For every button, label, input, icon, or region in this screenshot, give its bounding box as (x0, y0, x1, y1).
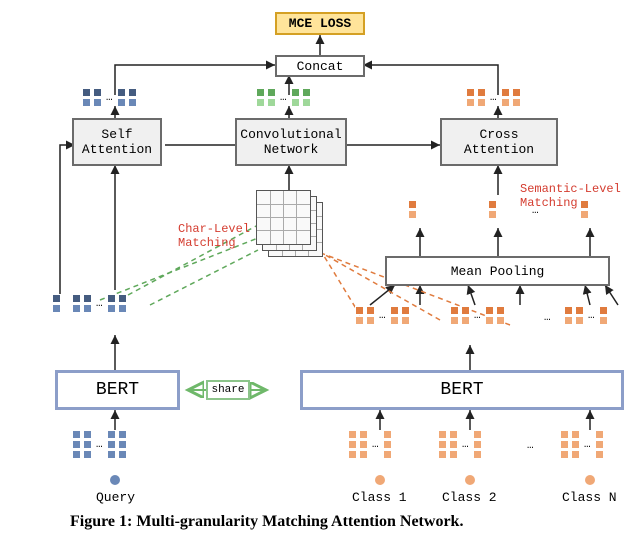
semantic-token-1 (408, 200, 417, 219)
conv-output-tokens: … (256, 88, 311, 107)
bert-right-box: BERT (300, 370, 624, 410)
class1-label: Class 1 (352, 490, 407, 505)
semantic-token-2 (488, 200, 497, 219)
cross-attention-box: Cross Attention (440, 118, 558, 166)
bert-right-group-2: … (450, 306, 505, 325)
share-box: share (206, 380, 250, 400)
bert-right-group-dots: … (542, 312, 553, 324)
bert-right-input-1: … (348, 430, 392, 459)
semantic-level-annot: Semantic-Level Matching (520, 182, 621, 211)
class2-dot-icon (465, 475, 475, 485)
mce-loss-box: MCE LOSS (275, 12, 365, 35)
char-level-annot: Char-Level Matching (178, 222, 250, 251)
conv-net-label: Convolutional Network (240, 127, 341, 157)
self-attn-output-tokens: … (82, 88, 137, 107)
bert-left-input-tokens: … (72, 430, 127, 459)
bert-right-group-1: … (355, 306, 410, 325)
bert-left-output-tokens: … (72, 294, 127, 313)
concat-label: Concat (297, 59, 344, 74)
bert-left-box: BERT (55, 370, 180, 410)
query-label: Query (96, 490, 135, 505)
bert-left-extra-token (52, 294, 61, 313)
self-attention-box: Self Attention (72, 118, 162, 166)
bert-right-label: BERT (440, 380, 483, 400)
bert-right-input-2: … (438, 430, 482, 459)
cross-attn-output-tokens: … (466, 88, 521, 107)
cross-attention-label: Cross Attention (464, 127, 534, 157)
classn-label: Class N (562, 490, 617, 505)
concat-box: Concat (275, 55, 365, 77)
query-dot-icon (110, 475, 120, 485)
bert-right-input-n: … (560, 430, 604, 459)
conv-net-box: Convolutional Network (235, 118, 347, 166)
mean-pooling-label: Mean Pooling (451, 264, 545, 279)
figure-caption: Figure 1: Multi-granularity Matching Att… (70, 513, 463, 531)
classn-dot-icon (585, 475, 595, 485)
class1-dot-icon (375, 475, 385, 485)
share-label: share (211, 384, 244, 396)
mean-pooling-box: Mean Pooling (385, 256, 610, 286)
class2-label: Class 2 (442, 490, 497, 505)
bert-right-group-n: … (564, 306, 608, 325)
figure-canvas: MCE LOSS Concat … … … Self Attention Con… (0, 0, 640, 538)
mce-loss-label: MCE LOSS (289, 16, 351, 31)
self-attention-label: Self Attention (82, 127, 152, 157)
bert-left-label: BERT (96, 380, 139, 400)
bert-right-input-dots: … (525, 440, 536, 452)
